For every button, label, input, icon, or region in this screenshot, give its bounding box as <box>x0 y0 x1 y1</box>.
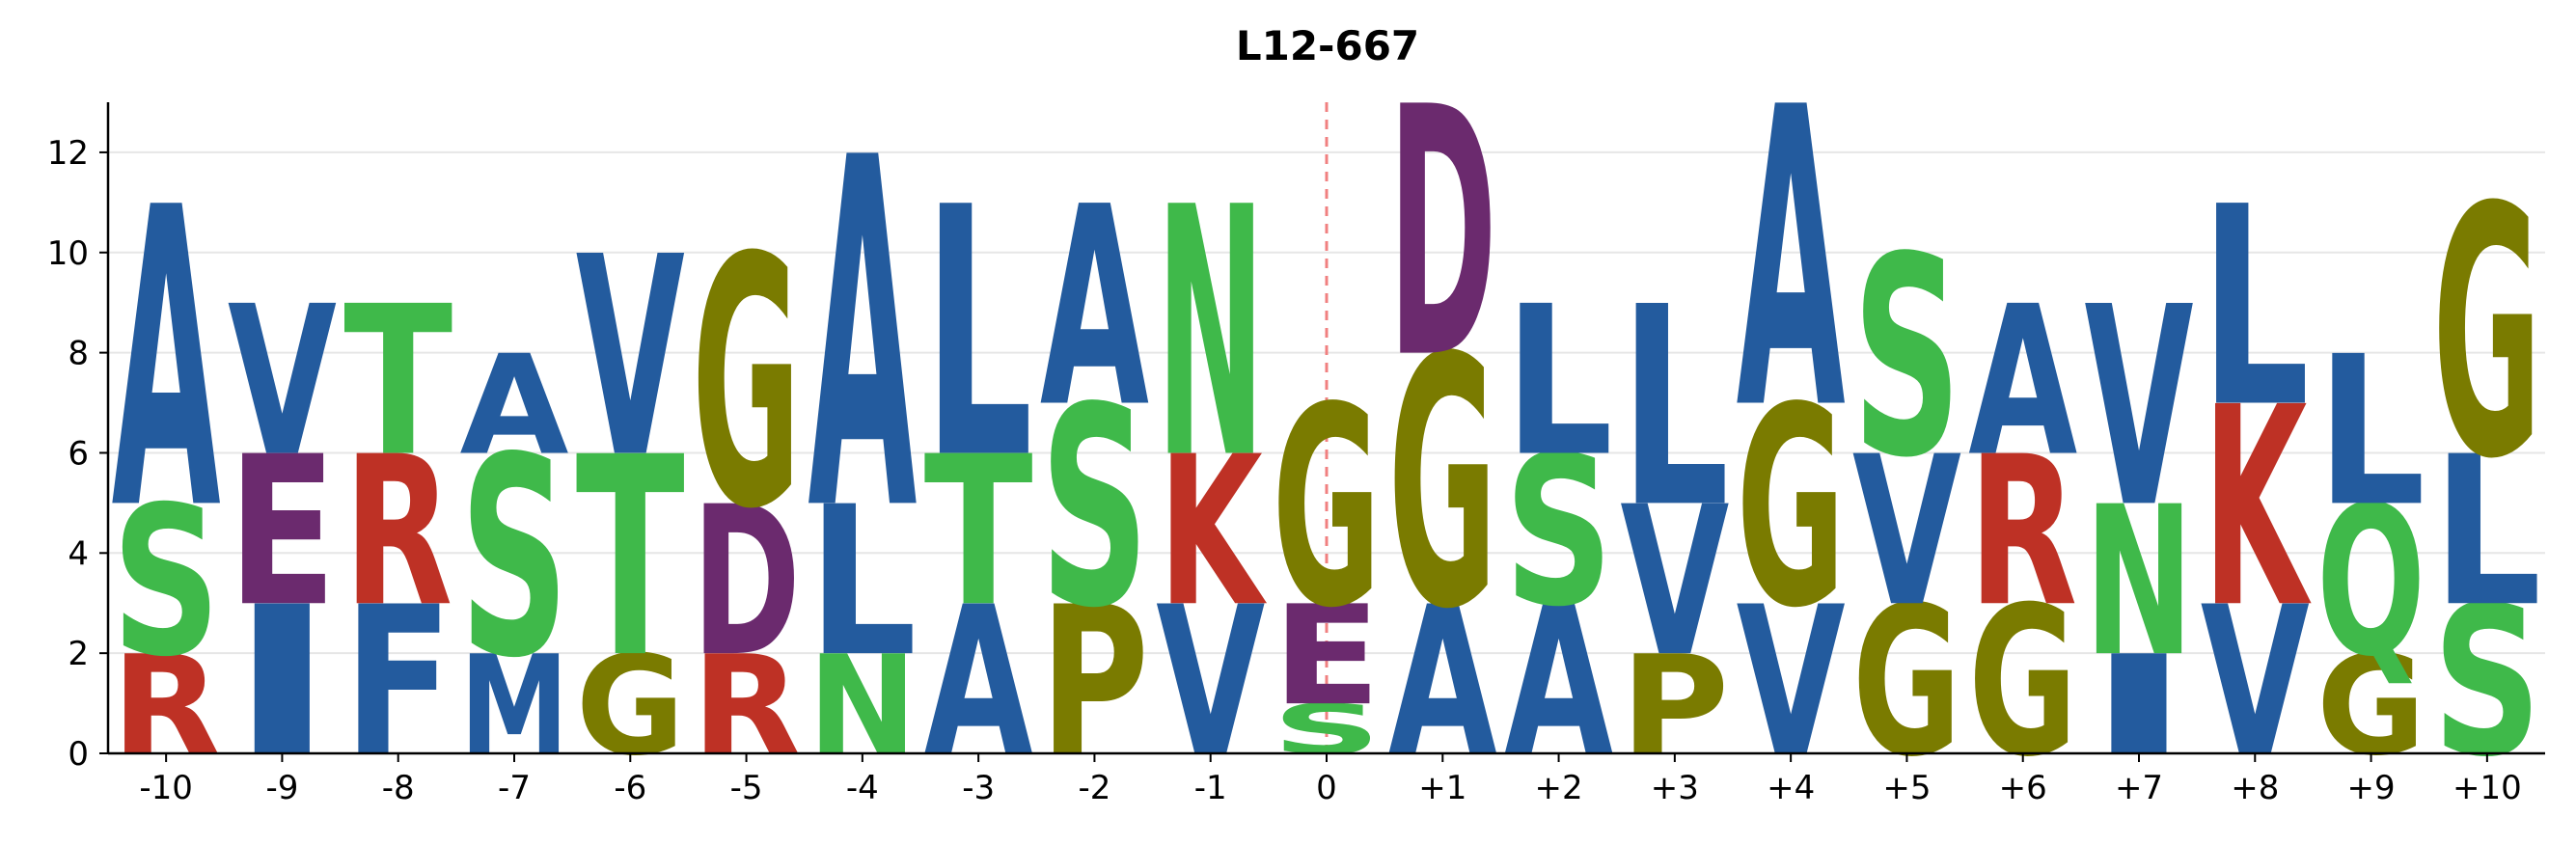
logo-letter-v: V <box>1620 463 1729 703</box>
logo-letter-a: A <box>459 326 568 486</box>
logo-letter-l: L <box>2316 313 2425 553</box>
logo-letter-g: G <box>692 185 801 585</box>
logo-letter-a: A <box>1737 22 1847 501</box>
logo-letter-g: G <box>1737 349 1846 668</box>
y-tick-label: 0 <box>68 735 89 774</box>
x-tick-label: -4 <box>846 769 879 807</box>
logo-letter-g: G <box>2432 135 2541 534</box>
logo-letter-a: A <box>924 563 1033 804</box>
y-axis-ticks: 0 2 4 6 8 10 12 <box>47 134 108 774</box>
x-tick-label: +4 <box>1767 769 1815 807</box>
logo-letter-a: A <box>808 57 918 617</box>
logo-letter-s: S <box>1852 200 1961 519</box>
logo-letter-g: G <box>1968 563 2077 803</box>
logo-letter-e: E <box>228 414 337 653</box>
x-tick-label: -1 <box>1194 769 1227 807</box>
logo-letter-v: V <box>1852 413 1961 653</box>
logo-letter-q: Q <box>2316 462 2425 701</box>
logo-letter-l: L <box>924 135 1033 534</box>
chart-title: L12-667 <box>1236 22 1419 69</box>
x-tick-label: +10 <box>2453 769 2522 807</box>
logo-letter-e: E <box>1272 577 1381 736</box>
logo-letter-a: A <box>112 123 222 601</box>
x-tick-label: -10 <box>139 769 193 807</box>
logo-letter-g: G <box>1272 349 1381 668</box>
x-tick-label: 0 <box>1316 769 1337 807</box>
x-tick-label: -5 <box>730 769 763 807</box>
logo-letter-s: S <box>1504 413 1613 652</box>
logo-letter-l: L <box>2201 149 2310 468</box>
logo-letter-s: S <box>459 400 568 720</box>
logo-letter-a: A <box>1504 563 1613 804</box>
logo-letter-n: N <box>2084 463 2193 703</box>
logo-letter-l: L <box>1620 248 1729 567</box>
logo-letter-f: F <box>343 563 452 803</box>
x-axis-ticks: -10 -9 -8 -7 -6 -5 -4 -3 -2 -1 0 +1 +2 +3 +4 +5 +6 +7 +8 +9… <box>139 753 2522 807</box>
x-tick-label: -7 <box>498 769 531 807</box>
logo-letter-r: R <box>1968 413 2077 652</box>
x-tick-label: +8 <box>2231 769 2279 807</box>
x-tick-label: +7 <box>2115 769 2163 807</box>
x-tick-label: +5 <box>1882 769 1931 807</box>
logo-letter-l: L <box>1504 263 1613 503</box>
logo-letter-v: V <box>228 262 337 503</box>
logo-letter-v: V <box>1156 563 1265 804</box>
logo-letters: RSAIEVFRTMSAGTVRDGNLAATLPSAVKNSEGAGDASLP… <box>112 22 2542 804</box>
logo-letter-d: D <box>1388 34 1497 434</box>
logo-letter-a: A <box>1968 262 2077 503</box>
y-tick-label: 2 <box>68 635 89 673</box>
logo-letter-k: K <box>2203 348 2312 668</box>
logo-letter-g: G <box>1388 286 1497 685</box>
x-tick-label: -3 <box>962 769 995 807</box>
x-tick-label: +9 <box>2347 769 2396 807</box>
logo-letter-v: V <box>576 200 685 519</box>
x-tick-label: +1 <box>1418 769 1466 807</box>
x-tick-label: -6 <box>614 769 646 807</box>
logo-letter-l: L <box>808 463 917 702</box>
y-tick-label: 4 <box>68 534 89 573</box>
logo-letter-r: R <box>343 413 452 652</box>
logo-letter-s: S <box>2432 563 2541 803</box>
y-tick-label: 10 <box>47 234 89 273</box>
logo-letter-t: T <box>343 263 452 503</box>
logo-letter-v: V <box>2084 249 2193 568</box>
logo-letter-v: V <box>1737 563 1846 804</box>
logo-letter-l: L <box>2432 413 2541 652</box>
logo-letter-v: V <box>2201 563 2310 804</box>
y-tick-label: 6 <box>68 434 89 473</box>
y-tick-label: 8 <box>68 335 89 373</box>
x-tick-label: +3 <box>1651 769 1699 807</box>
y-tick-label: 12 <box>47 134 89 173</box>
x-tick-label: -8 <box>382 769 415 807</box>
logo-letter-a: A <box>1040 150 1149 469</box>
x-tick-label: -9 <box>265 769 298 807</box>
logo-letter-s: S <box>1040 350 1149 669</box>
logo-letter-a: A <box>1388 563 1497 804</box>
logo-letter-g: G <box>1852 563 1961 803</box>
x-tick-label: -2 <box>1078 769 1110 807</box>
logo-letter-n: N <box>1156 135 1265 534</box>
x-tick-label: +2 <box>1535 769 1583 807</box>
logo-letter-k: K <box>1159 413 1268 653</box>
logo-letter-s: S <box>112 463 221 702</box>
logo-letter-t: T <box>576 398 685 718</box>
logo-letter-t: T <box>924 414 1033 653</box>
logo-letter-d: D <box>692 463 801 702</box>
x-tick-label: +6 <box>1999 769 2047 807</box>
